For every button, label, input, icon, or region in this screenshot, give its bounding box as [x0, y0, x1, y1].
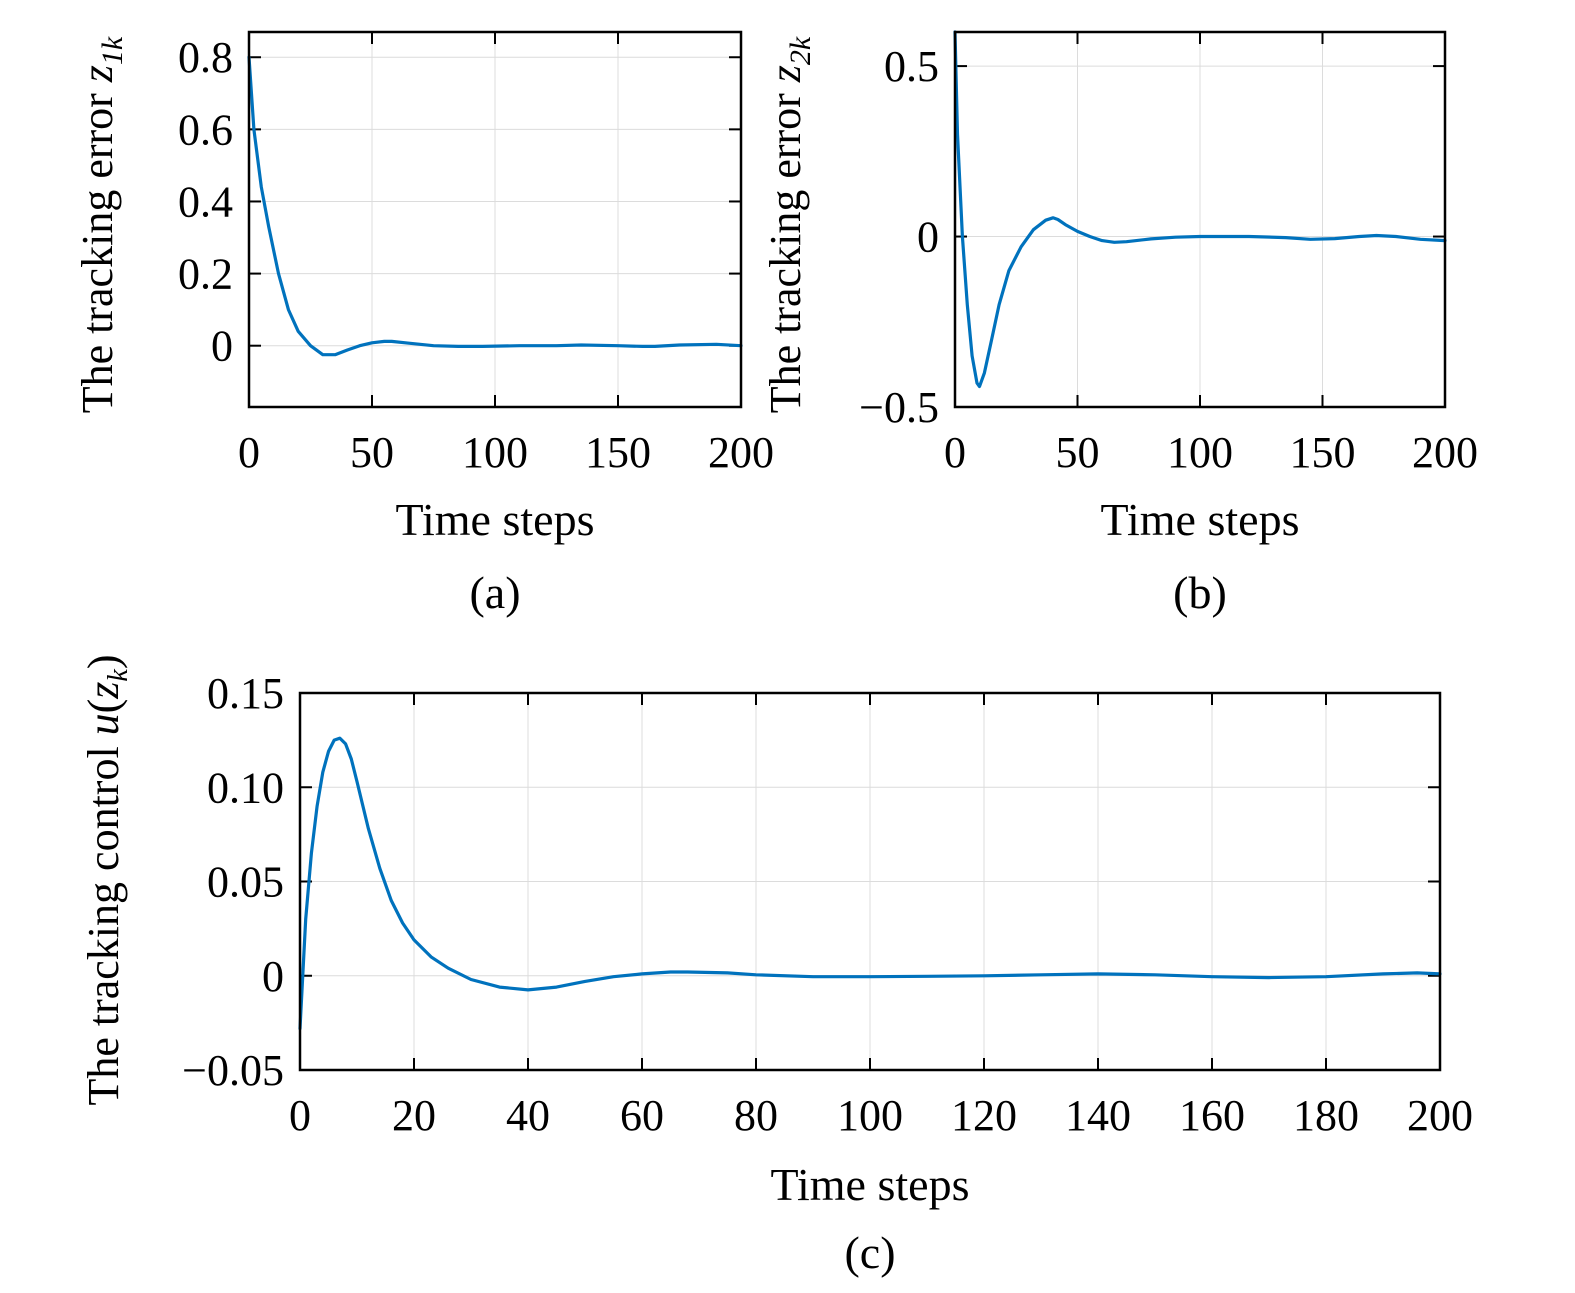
x-axis-label: Time steps — [771, 1159, 970, 1210]
y-tick-label: 0.2 — [178, 250, 233, 299]
y-tick-label: 0 — [262, 952, 284, 1001]
y-axis-label-symbol: z — [761, 65, 810, 83]
y-tick-label: 0.10 — [207, 763, 284, 812]
x-tick-label: 0 — [944, 428, 966, 477]
chart-c: 0 20 40 60 80 100 120 140 160 180 200−0.0500.050.1… — [79, 654, 1473, 1278]
series-line-c — [298, 736, 1442, 1031]
y-axis-label-subscript: 2k — [784, 36, 817, 65]
y-axis-label-text: The tracking control — [79, 735, 128, 1105]
y-tick-label: 0 — [211, 322, 233, 371]
y-tick-label: −0.5 — [859, 383, 939, 432]
x-tick-label: 150 — [585, 428, 651, 477]
y-axis-label: The tracking error z2k — [761, 36, 817, 413]
x-tick-label: 200 — [1407, 1091, 1473, 1140]
x-tick-label: 0 — [238, 428, 260, 477]
y-axis-label-symbol: u — [79, 713, 128, 735]
y-axis-label-inner-subscript: k — [103, 669, 134, 682]
y-tick-label: 0.6 — [178, 105, 233, 154]
x-tick-label: 20 — [392, 1091, 436, 1140]
y-axis-label: The tracking control u(zk) — [79, 654, 134, 1105]
x-tick-label: 100 — [837, 1091, 903, 1140]
y-tick-label: 0.5 — [884, 42, 939, 91]
panel-caption: (a) — [469, 567, 520, 618]
y-axis-label-paren: ( — [79, 699, 128, 714]
x-axis-label: Time steps — [396, 494, 595, 545]
plot-frame-b — [953, 30, 1447, 409]
y-axis-label-text: The tracking error — [73, 82, 122, 413]
x-tick-label: 100 — [462, 428, 528, 477]
x-tick-label: 0 — [289, 1091, 311, 1140]
y-axis-label-subscript: 1k — [96, 36, 129, 65]
x-tick-label: 50 — [1056, 428, 1100, 477]
panel-caption: (c) — [844, 1227, 895, 1278]
x-tick-label: 140 — [1065, 1091, 1131, 1140]
chart-a: 0 50 100 150 200 0 0.2 0.4 0.6 0.8 Time steps The t… — [73, 30, 774, 618]
x-tick-label: 160 — [1179, 1091, 1245, 1140]
x-tick-label: 200 — [708, 428, 774, 477]
x-tick-label: 200 — [1412, 428, 1478, 477]
x-tick-label: 150 — [1290, 428, 1356, 477]
y-tick-label: 0.8 — [178, 33, 233, 82]
x-tick-label: 80 — [734, 1091, 778, 1140]
x-tick-label: 40 — [506, 1091, 550, 1140]
x-tick-label: 180 — [1293, 1091, 1359, 1140]
y-tick-label: 0 — [917, 213, 939, 262]
plot-frame-c — [298, 691, 1442, 1072]
y-axis-label: The tracking error z1k — [73, 36, 129, 413]
x-tick-label: 120 — [951, 1091, 1017, 1140]
series-line-b — [953, 30, 1447, 389]
x-axis-label: Time steps — [1101, 494, 1300, 545]
y-axis-label-inner-symbol: z — [79, 682, 128, 700]
x-tick-label: 100 — [1167, 428, 1233, 477]
y-axis-label-paren: ) — [79, 654, 128, 669]
y-axis-label-text: The tracking error — [761, 82, 810, 413]
x-tick-label: 60 — [620, 1091, 664, 1140]
x-tick-label: 50 — [350, 428, 394, 477]
y-tick-label: 0.4 — [178, 177, 233, 226]
y-axis-label-symbol: z — [73, 65, 122, 83]
panel-caption: (b) — [1173, 567, 1227, 618]
plot-frame-a — [247, 30, 743, 409]
y-tick-label: 0.05 — [207, 858, 284, 907]
y-tick-label: 0.15 — [207, 669, 284, 718]
y-tick-label: −0.05 — [182, 1046, 284, 1095]
series-line-a — [247, 55, 743, 357]
